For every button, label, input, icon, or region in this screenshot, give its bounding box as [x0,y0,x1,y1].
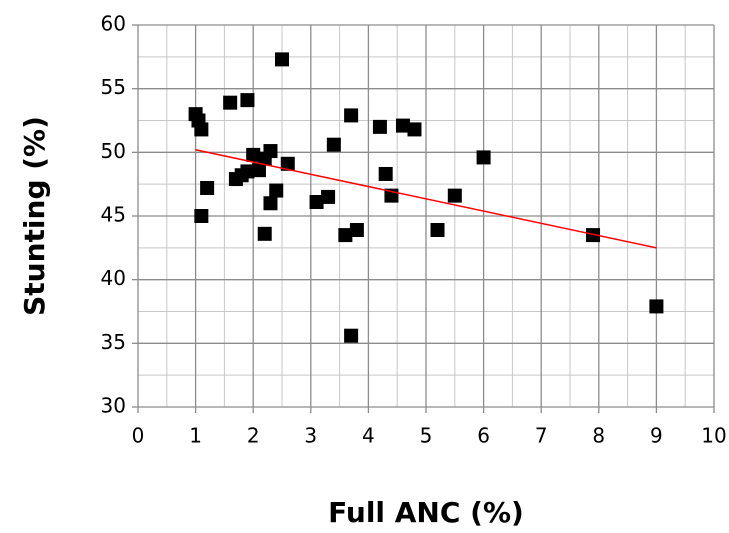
x-tick-label: 3 [304,424,317,448]
data-point [447,188,462,203]
data-point [251,163,266,178]
x-tick-label: 9 [650,424,663,448]
data-point [344,108,359,123]
data-point [275,52,289,67]
data-point [263,144,278,159]
data-point [240,164,255,179]
x-axis-title: Full ANC (%) [328,496,524,529]
x-tick-label: 10 [701,424,726,448]
data-point [280,156,295,171]
data-point [476,150,491,165]
x-tick-label: 4 [362,424,375,448]
data-point [194,122,209,137]
y-tick-label: 35 [101,330,126,354]
data-point [372,119,387,134]
data-point [257,226,272,241]
data-point [263,196,278,211]
x-tick-label: 2 [247,424,260,448]
data-point [395,118,410,133]
data-point [338,228,353,243]
data-point [309,194,324,209]
data-point [194,209,209,223]
x-tick-label: 6 [477,424,490,448]
data-point [378,166,393,181]
x-tick-label: 5 [420,424,433,448]
y-tick-label: 60 [101,12,126,36]
data-point [240,93,255,108]
data-point [321,189,336,204]
data-point [223,95,238,110]
y-tick-label: 55 [101,75,126,99]
data-point [269,183,284,198]
data-point [430,223,445,238]
data-point [407,122,422,137]
y-axis-title: Stunting (%) [18,116,51,316]
data-point [326,137,341,152]
data-point [344,328,359,343]
data-point [200,180,215,195]
y-tick-label: 30 [101,394,126,418]
y-tick-label: 40 [101,266,126,290]
data-point [649,299,664,314]
x-tick-label: 0 [132,424,145,448]
x-tick-label: 7 [535,424,548,448]
x-tick-label: 8 [592,424,605,448]
y-tick-label: 45 [101,203,126,227]
x-tick-label: 1 [189,424,202,448]
trendline [195,149,657,249]
data-point [246,147,261,162]
data-point [349,223,364,238]
y-tick-label: 50 [101,139,126,163]
